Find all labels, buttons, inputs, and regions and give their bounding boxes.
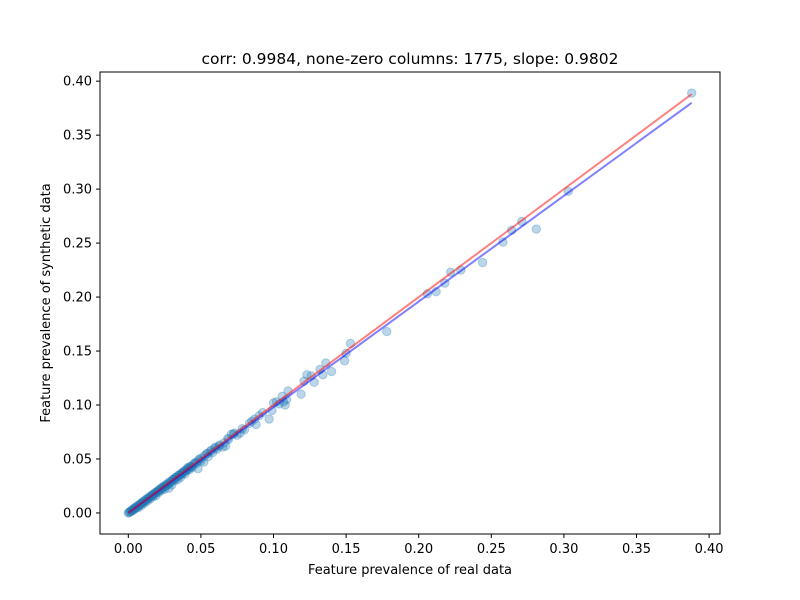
y-axis-ticks: 0.00 0.05 0.10 0.15 0.20 0.25 0.30 0.35 0.40 — [63, 75, 100, 521]
chart-title: corr: 0.9984, none-zero columns: 1775, s… — [201, 50, 618, 68]
data-point — [498, 237, 508, 247]
y-tick-label: 0.35 — [63, 129, 92, 144]
data-point — [264, 414, 274, 424]
y-tick-label: 0.10 — [63, 399, 92, 414]
axes-frame — [99, 71, 721, 535]
data-point — [193, 463, 203, 474]
data-point — [382, 326, 392, 337]
x-tick-label: 0.20 — [404, 542, 433, 557]
plot-area — [123, 88, 697, 518]
x-tick-label: 0.10 — [259, 542, 288, 557]
data-point — [280, 400, 290, 410]
y-axis-label: Feature prevalence of synthetic data — [39, 183, 54, 422]
y-tick-label: 0.25 — [63, 237, 92, 252]
y-tick-label: 0.15 — [63, 345, 92, 360]
y-tick-label: 0.20 — [63, 291, 92, 306]
x-tick-label: 0.25 — [477, 542, 506, 557]
data-point — [326, 366, 337, 377]
y-tick-label: 0.00 — [63, 506, 92, 521]
x-axis-ticks: 0.00 0.05 0.10 0.15 0.20 0.25 0.30 0.35 0.40 — [114, 534, 724, 557]
y-tick-label: 0.40 — [63, 75, 92, 90]
x-tick-label: 0.15 — [332, 542, 361, 557]
x-tick-label: 0.35 — [622, 542, 651, 557]
x-tick-label: 0.40 — [695, 542, 724, 557]
x-tick-label: 0.05 — [186, 542, 215, 557]
identity-line — [127, 93, 693, 514]
y-tick-label: 0.05 — [63, 452, 92, 467]
fit-line — [127, 101, 693, 514]
x-tick-label: 0.00 — [114, 542, 143, 557]
data-point — [531, 224, 542, 234]
x-tick-label: 0.30 — [549, 542, 578, 557]
data-point — [296, 389, 306, 399]
x-axis-label: Feature prevalence of real data — [308, 563, 512, 578]
data-point — [477, 257, 488, 268]
y-tick-label: 0.30 — [63, 183, 92, 198]
